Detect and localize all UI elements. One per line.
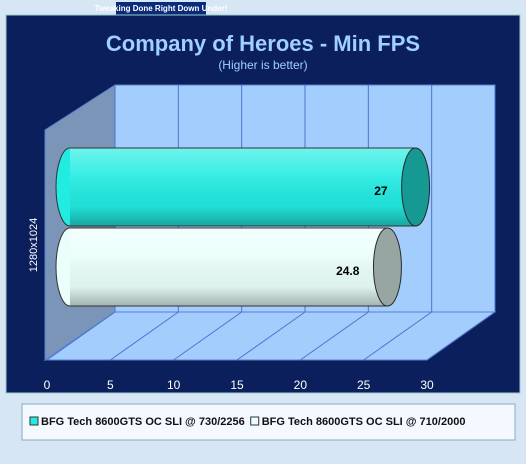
bar-shade xyxy=(70,228,388,306)
x-tick-label: 20 xyxy=(294,378,308,392)
grid-line xyxy=(300,311,369,361)
floor xyxy=(43,311,497,361)
legend-swatch xyxy=(29,416,39,426)
x-tick-label: 15 xyxy=(230,378,244,392)
legend-swatch xyxy=(250,416,260,426)
chart-title: Company of Heroes - Min FPS xyxy=(106,31,420,56)
grid-line xyxy=(363,311,432,361)
chart-subtitle: (Higher is better) xyxy=(218,58,307,72)
grid-line xyxy=(236,311,306,361)
bar-end-cap xyxy=(372,227,402,307)
x-tick-label: 25 xyxy=(357,378,371,392)
bar-end-cap xyxy=(401,147,431,227)
bar-shade xyxy=(70,148,416,226)
bar xyxy=(55,227,402,307)
banner: Tweaking Done Right Down Under! xyxy=(95,4,228,13)
y-category-label: 1280x1024 xyxy=(28,218,40,272)
data-label: 27 xyxy=(374,184,388,198)
legend-label: BFG Tech 8600GTS OC SLI @ 710/2000 xyxy=(262,416,466,428)
x-tick-label: 0 xyxy=(44,378,51,392)
banner-bg xyxy=(116,2,206,15)
grid-line xyxy=(173,311,242,361)
x-tick-label: 5 xyxy=(107,378,114,392)
bar xyxy=(55,147,431,227)
grid-line xyxy=(426,311,496,361)
x-tick-label: 30 xyxy=(420,378,434,392)
bar-end-cap-shade xyxy=(401,148,430,226)
data-label: 24.8 xyxy=(336,264,360,278)
grid-line xyxy=(46,311,116,361)
bar-end-cap-shade xyxy=(373,228,402,306)
legend-box xyxy=(21,403,516,441)
legend-label: BFG Tech 8600GTS OC SLI @ 730/2256 xyxy=(41,416,245,428)
grid-line xyxy=(110,311,179,361)
x-tick-label: 10 xyxy=(167,378,181,392)
